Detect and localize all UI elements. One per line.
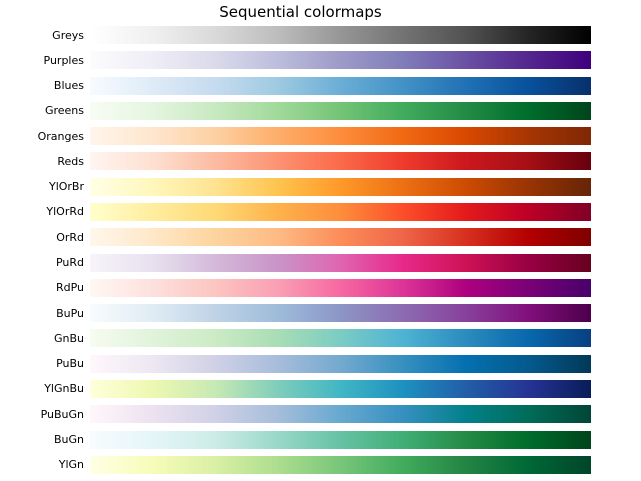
- colormap-bar-PuRd: [90, 253, 591, 272]
- colormap-row: Blues: [0, 76, 641, 95]
- colormap-row: YlOrRd: [0, 202, 641, 221]
- colormap-label: OrRd: [56, 230, 84, 244]
- colormap-row: PuBu: [0, 354, 641, 373]
- colormap-row: BuGn: [0, 430, 641, 449]
- colormap-label: PuRd: [55, 256, 84, 270]
- colormap-bar-RdPu: [90, 278, 591, 297]
- colormap-row: YlGnBu: [0, 379, 641, 398]
- colormap-bar-PuBu: [90, 354, 591, 373]
- colormap-label: Oranges: [37, 129, 84, 143]
- colormap-row: Greens: [0, 101, 641, 120]
- colormap-row: YlGn: [0, 455, 641, 474]
- colormap-label: RdPu: [55, 281, 84, 295]
- colormap-row: Purples: [0, 51, 641, 70]
- colormap-row: Reds: [0, 152, 641, 171]
- colormap-bar-Greens: [90, 101, 591, 120]
- colormap-row: OrRd: [0, 228, 641, 247]
- colormap-row: PuRd: [0, 253, 641, 272]
- colormap-label: GnBu: [53, 331, 84, 345]
- colormap-label: Greys: [52, 28, 84, 42]
- colormap-label: YlGn: [58, 458, 84, 472]
- colormap-row: PuBuGn: [0, 405, 641, 424]
- figure-title: Sequential colormaps: [219, 3, 382, 21]
- colormap-bar-OrRd: [90, 228, 591, 247]
- colormap-row: BuPu: [0, 304, 641, 323]
- colormap-label: Purples: [43, 53, 84, 67]
- colormap-bar-BuPu: [90, 304, 591, 323]
- colormap-label: BuGn: [53, 433, 84, 446]
- colormap-label: Blues: [53, 79, 84, 93]
- colormap-label: YlGnBu: [44, 382, 84, 396]
- colormap-bar-Greys: [90, 26, 591, 44]
- colormap-row: RdPu: [0, 278, 641, 297]
- colormap-row: Oranges: [0, 127, 641, 146]
- colormap-row: Greys: [0, 26, 641, 44]
- colormap-bar-Blues: [90, 76, 591, 95]
- colormap-label: Greens: [44, 104, 84, 118]
- colormap-label: BuPu: [56, 306, 84, 320]
- colormap-label: Reds: [57, 154, 84, 168]
- colormap-label: PuBuGn: [40, 407, 84, 421]
- colormap-bar-PuBuGn: [90, 405, 591, 424]
- colormap-label: YlOrRd: [46, 205, 84, 219]
- colormap-bar-GnBu: [90, 329, 591, 348]
- colormap-rows: Greys Purples Blues Greens Oranges Reds YlOrBr…: [0, 26, 641, 474]
- colormap-label: YlOrBr: [48, 180, 84, 194]
- colormap-bar-YlOrRd: [90, 202, 591, 221]
- colormap-bar-YlOrBr: [90, 177, 591, 196]
- colormap-bar-BuGn: [90, 430, 591, 449]
- colormap-bar-Purples: [90, 51, 591, 70]
- colormap-bar-Reds: [90, 152, 591, 171]
- colormap-row: GnBu: [0, 329, 641, 348]
- colormap-bar-YlGn: [90, 455, 591, 474]
- colormap-row: YlOrBr: [0, 177, 641, 196]
- colormap-bar-Oranges: [90, 127, 591, 146]
- colormap-bar-YlGnBu: [90, 379, 591, 398]
- colormap-label: PuBu: [56, 357, 84, 371]
